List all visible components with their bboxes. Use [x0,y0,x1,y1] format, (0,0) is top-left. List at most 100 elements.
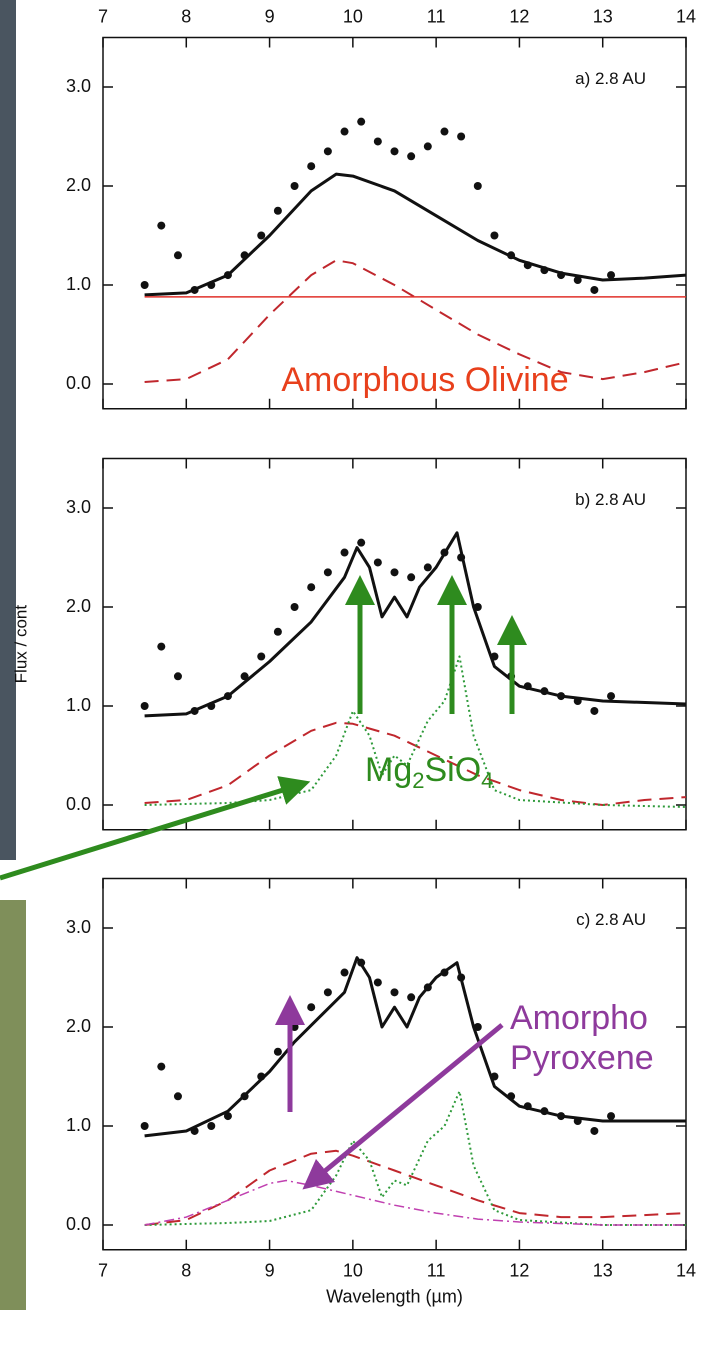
data-point [207,1122,216,1130]
annotation: Mg2SiO4 [365,751,493,793]
annotation-part: Mg [365,751,412,789]
panels: 0.0 1.0 2.0 3.0 7 8 9 10 11 12 13 14 a) 2.8 AU Amorph… [11,6,696,1306]
data-point [140,1122,149,1130]
data-point [290,182,299,190]
annotation-part: 4 [481,768,493,793]
data-point [273,627,282,636]
series-line [144,259,686,383]
data-point [407,573,416,582]
data-point [373,978,382,987]
plot-area [140,117,686,383]
data-point [490,231,499,240]
panel: 0.0 1.0 2.0 3.0 7 8 9 10 11 12 13 14 a) 2.8 AU Amorph… [66,6,696,410]
data-point [273,206,282,215]
y-tick-label: 1.0 [66,1115,91,1135]
x-tick-label: 12 [509,6,529,26]
data-point [257,231,266,240]
data-point [590,706,599,715]
data-point [157,642,166,651]
series-line [144,956,686,1138]
data-point [390,988,399,997]
plot-frame [102,457,687,831]
x-tick-label: 8 [181,6,191,26]
x-axis-label: Wavelength (µm) [326,1287,463,1307]
arrow [302,1023,504,1190]
x-tick-label: 9 [265,6,275,26]
data-point [573,276,582,285]
data-point [323,568,332,577]
data-point [307,1003,316,1012]
annotation: Pyroxene [510,1039,654,1077]
data-point [240,672,249,681]
data-point [423,142,432,151]
data-point [273,1047,282,1056]
background-photo-strip [0,0,16,860]
y-axis-label: Flux / cont [11,605,30,684]
panel: 0.0 1.0 2.0 3.0 7 8 9 10 11 12 13 14 c) 2.8 AU Wavele… [66,877,696,1307]
data-point [373,137,382,146]
panel: 0.0 1.0 2.0 3.0 b) 2.8 AU Flux / cont Mg2SiO4 [11,457,687,831]
data-point [340,548,349,557]
data-point [257,652,266,661]
x-tick-label: 14 [676,1261,696,1281]
data-point [407,993,416,1002]
x-tick-label: 11 [427,1261,446,1281]
arrow [0,776,311,881]
data-point [173,1092,182,1101]
data-point [290,1023,299,1031]
data-point [390,568,399,577]
series-line [144,1090,686,1226]
data-point [407,152,416,161]
data-point [590,285,599,294]
y-tick-label: 3.0 [66,497,91,517]
x-tick-label: 13 [593,6,613,26]
x-tick-label: 7 [98,6,108,26]
series-line [144,1149,686,1226]
y-tick-label: 1.0 [66,695,91,715]
series-line [144,1179,686,1226]
data-point [590,1126,599,1135]
y-tick-label: 2.0 [66,1016,91,1036]
data-point [307,583,316,592]
y-tick-label: 3.0 [66,917,91,937]
plot-frame [102,36,687,410]
data-point [457,132,466,141]
x-tick-label: 11 [427,6,446,26]
data-point [157,221,166,230]
annotation: Amorpho [510,999,648,1037]
annotation-part: SiO [424,751,481,789]
data-point [440,127,449,136]
data-point [607,1112,616,1121]
data-point [390,147,399,156]
x-tick-label: 10 [343,6,363,26]
panel-label: b) 2.8 AU [575,490,646,509]
data-point [157,1062,166,1071]
y-tick-label: 1.0 [66,274,91,294]
x-tick-label: 9 [265,1261,275,1281]
x-tick-label: 13 [593,1261,613,1281]
data-point [323,988,332,997]
plot-area [140,531,686,808]
data-point [223,1112,232,1121]
series-line [144,172,686,297]
data-point [173,251,182,260]
annotation-arrows [0,575,527,1190]
data-point [307,162,316,171]
annotation-part: 2 [412,768,424,793]
data-point [373,558,382,567]
x-tick-label: 8 [181,1261,191,1281]
y-tick-label: 3.0 [66,76,91,96]
data-point [607,692,616,701]
y-tick-label: 0.0 [66,373,91,393]
annotation: Amorphous Olivine [281,361,568,399]
background-photo-strip [0,900,26,1310]
data-point [173,672,182,681]
data-point [140,281,149,289]
data-point [607,271,616,280]
x-tick-label: 10 [343,1261,363,1281]
panel-label: c) 2.8 AU [576,910,646,929]
data-point [357,538,366,547]
x-tick-label: 12 [509,1261,529,1281]
